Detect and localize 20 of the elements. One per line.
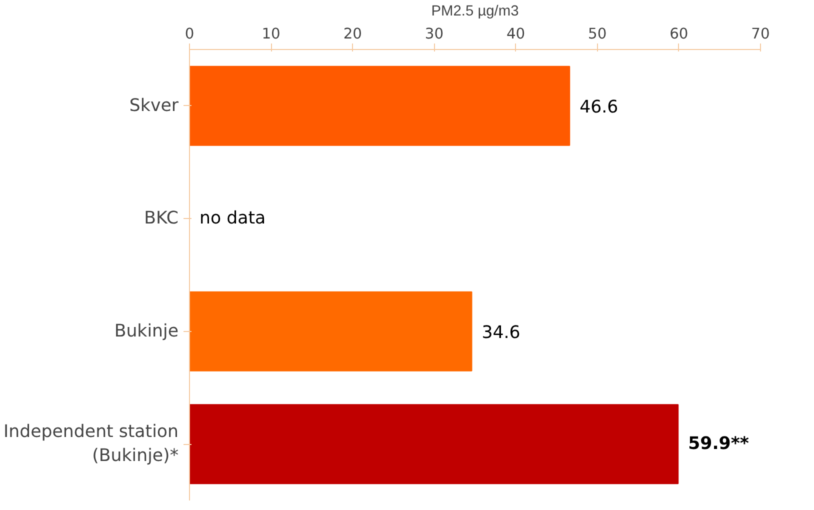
x-tick-label: 0 xyxy=(184,26,194,42)
y-tick-label: Independent station (Bukinje)* xyxy=(4,422,179,466)
data-label: 46.6 xyxy=(580,97,618,118)
x-tick-label: 30 xyxy=(424,26,444,42)
x-tick-label: 70 xyxy=(751,26,770,42)
bar xyxy=(190,66,570,146)
data-label: 34.6 xyxy=(482,322,520,343)
y-tick-label: BKC xyxy=(144,208,179,229)
x-tick-label: 60 xyxy=(670,26,688,42)
bar xyxy=(190,404,679,484)
x-tick-label: 10 xyxy=(262,26,280,42)
x-tick-label: 20 xyxy=(343,26,362,42)
y-tick-label: Bukinje xyxy=(114,321,179,342)
x-axis-title: PM2.5 µg/m3 xyxy=(431,4,519,20)
data-label: 59.9** xyxy=(688,434,750,454)
text: no data xyxy=(200,208,266,229)
bar xyxy=(190,291,472,372)
x-tick-label: 40 xyxy=(506,26,526,42)
y-tick-label: Skver xyxy=(129,96,180,116)
x-tick-label: 50 xyxy=(588,26,607,42)
